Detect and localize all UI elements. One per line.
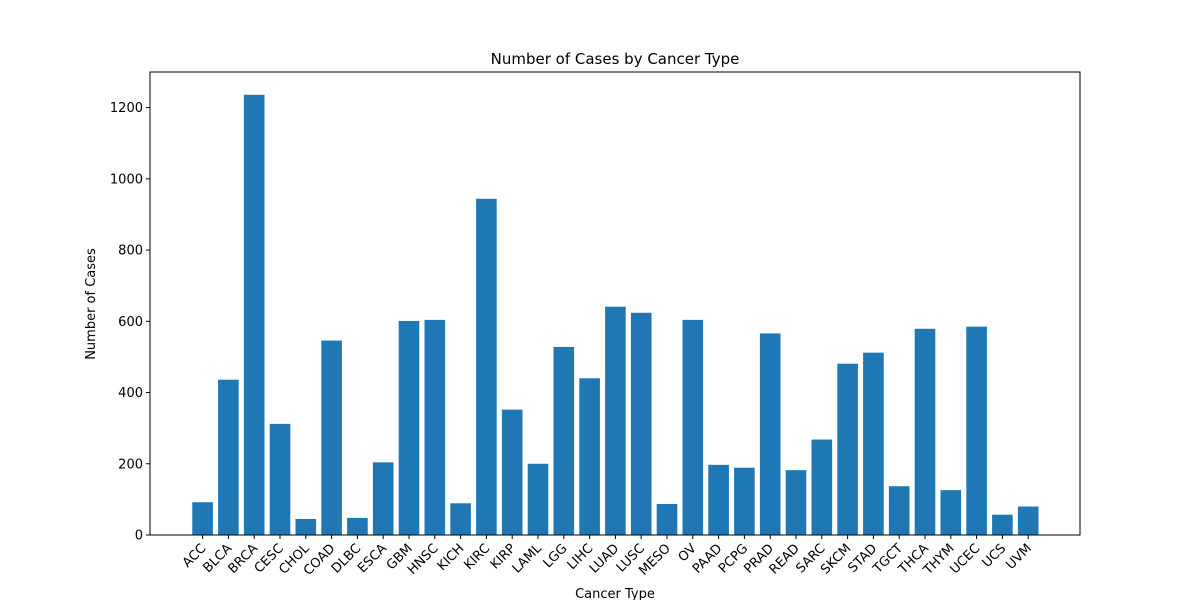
bar-thym [940,490,962,535]
bar-hnsc [424,319,446,535]
y-tick-label: 1000 [110,172,143,187]
bar-esca [372,462,394,535]
bar-brca [243,94,265,535]
x-tick-label: UCS [980,541,1010,571]
bars-group [192,94,1039,536]
x-tick-label: UCEC [947,541,983,577]
y-tick-label: 800 [118,244,143,259]
bar-skcm [837,363,858,535]
x-axis: ACCBLCABRCACESCCHOLCOADDLBCESCAGBMHNSCKI… [180,535,1035,579]
x-tick-label: PAAD [690,541,725,576]
y-tick-label: 1200 [110,101,143,116]
chart-title: Number of Cases by Cancer Type [491,50,740,68]
x-tick-label: DLBC [329,541,364,576]
bar-pcpg [734,467,755,535]
bar-ucec [966,326,987,535]
x-tick-label: SKCM [818,541,854,577]
bar-kirc [476,198,497,536]
bar-lgg [553,346,575,535]
bar-sarc [811,439,833,535]
bar-kich [450,503,471,535]
y-tick-label: 0 [135,529,143,544]
x-tick-label: LUAD [587,541,622,576]
bar-prad [759,333,781,535]
x-tick-label: BRCA [225,541,261,577]
bar-gbm [398,320,420,535]
bar-dlbc [347,517,368,535]
x-tick-label: LAML [510,541,546,577]
x-tick-label: ESCA [355,541,390,576]
bar-blca [218,379,239,535]
bar-chol [295,518,317,535]
x-tick-label: READ [767,541,803,577]
bar-read [785,470,807,535]
x-tick-label: UVM [1003,541,1035,573]
bar-paad [708,464,729,535]
x-tick-label: KIRC [462,541,494,573]
bar-luad [605,306,626,535]
bar-laml [527,463,549,535]
bar-thca [914,328,936,535]
bar-lusc [630,312,652,535]
y-tick-label: 200 [118,457,143,472]
bar-stad [863,352,884,535]
bar-uvm [1017,506,1039,535]
y-axis-label: Number of Cases [84,248,99,360]
x-axis-label: Cancer Type [575,587,655,600]
y-tick-label: 600 [118,315,143,330]
bar-tgct [888,486,910,535]
bar-coad [321,340,342,535]
x-tick-label: LGG [541,541,571,571]
bar-acc [192,502,213,535]
y-axis: 0 200 400 600 800 1000 1200 [110,101,150,544]
bar-kirp [501,409,523,535]
bar-cesc [269,423,291,535]
y-tick-label: 400 [118,386,143,401]
bar-ucs [992,514,1013,535]
bar-meso [656,504,678,535]
bar-lihc [579,378,600,535]
bar-ov [682,319,704,535]
x-tick-label: KICH [435,541,468,574]
